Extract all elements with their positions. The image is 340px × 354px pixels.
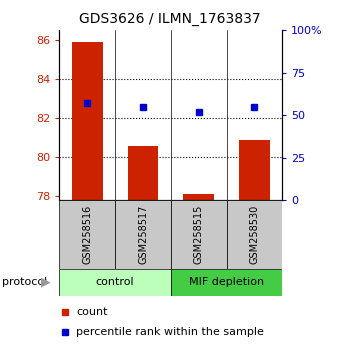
Text: MIF depletion: MIF depletion <box>189 277 264 287</box>
Text: GSM258530: GSM258530 <box>249 205 259 264</box>
Bar <box>171 269 282 296</box>
Bar <box>226 200 282 269</box>
Text: count: count <box>76 307 108 317</box>
Bar <box>72 42 103 200</box>
Text: ▶: ▶ <box>41 276 51 289</box>
Text: control: control <box>96 277 135 287</box>
Bar <box>59 200 115 269</box>
Bar <box>239 141 270 200</box>
Bar <box>128 146 158 200</box>
Text: GSM258515: GSM258515 <box>194 205 204 264</box>
Bar <box>171 200 226 269</box>
Bar <box>59 269 171 296</box>
Text: GSM258516: GSM258516 <box>82 205 92 264</box>
Bar <box>115 200 171 269</box>
Bar <box>183 194 214 200</box>
Text: GDS3626 / ILMN_1763837: GDS3626 / ILMN_1763837 <box>79 12 261 27</box>
Text: GSM258517: GSM258517 <box>138 205 148 264</box>
Text: percentile rank within the sample: percentile rank within the sample <box>76 327 264 337</box>
Text: protocol: protocol <box>2 277 47 287</box>
